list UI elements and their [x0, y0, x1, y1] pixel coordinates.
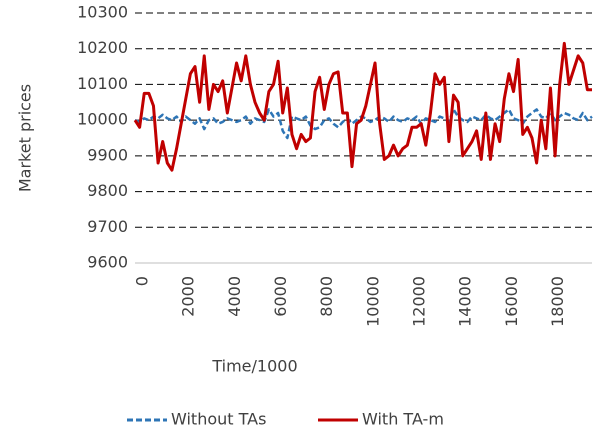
- y-axis-label: Market prices: [16, 84, 35, 192]
- y-tick-label: 9600: [87, 253, 128, 272]
- y-tick-label: 9800: [87, 181, 128, 200]
- legend-label: Without TAs: [171, 410, 266, 429]
- x-tick-label: 4000: [225, 276, 244, 317]
- x-tick-label: 2000: [179, 276, 198, 317]
- x-tick-label: 16000: [502, 276, 521, 327]
- y-tick-label: 10000: [77, 110, 128, 129]
- x-tick-label: 6000: [271, 276, 290, 317]
- x-tick-label: 10000: [363, 276, 382, 327]
- x-tick-label: 0: [133, 276, 152, 286]
- y-tick-label: 10300: [77, 3, 128, 22]
- x-tick-label: 8000: [317, 276, 336, 317]
- x-tick-label: 18000: [548, 276, 567, 327]
- y-tick-label: 9900: [87, 145, 128, 164]
- x-axis-label: Time/1000: [211, 357, 297, 376]
- x-tick-label: 14000: [456, 276, 475, 327]
- y-tick-label: 9700: [87, 217, 128, 236]
- series-line: [133, 41, 592, 172]
- y-tick-label: 10200: [77, 38, 128, 57]
- y-tick-label: 10100: [77, 74, 128, 93]
- legend-label: With TA-m: [362, 410, 444, 429]
- x-tick-label: 12000: [409, 276, 428, 327]
